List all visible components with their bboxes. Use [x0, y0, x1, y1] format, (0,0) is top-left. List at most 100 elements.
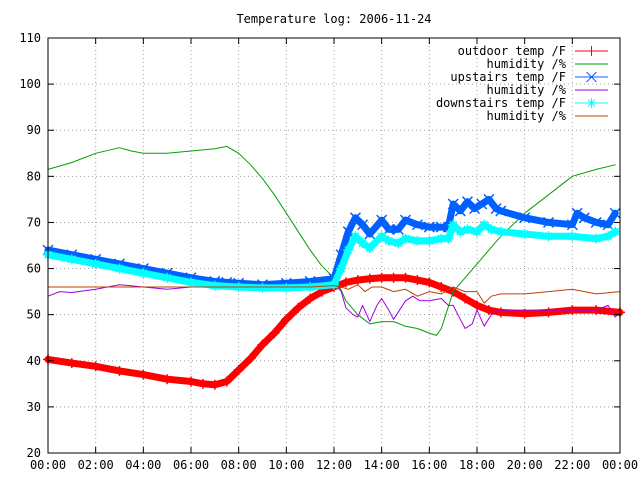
x-tick-label: 08:00	[221, 458, 257, 472]
x-tick-label: 04:00	[125, 458, 161, 472]
x-tick-label: 00:00	[30, 458, 66, 472]
x-tick-label: 20:00	[507, 458, 543, 472]
marker-x	[476, 198, 488, 210]
series-3	[42, 193, 621, 291]
marker-x	[566, 219, 578, 231]
x-tick-label: 00:00	[602, 458, 638, 472]
marker-star	[444, 234, 453, 243]
marker-x	[578, 212, 590, 224]
marker-star	[91, 259, 100, 268]
marker-star	[487, 225, 496, 234]
marker-star	[449, 220, 458, 229]
marker-x	[609, 207, 621, 219]
marker-x	[399, 214, 412, 226]
marker-x	[542, 216, 555, 228]
legend-label: downstairs temp /F	[436, 96, 566, 110]
marker-star	[377, 232, 386, 241]
marker-x	[423, 221, 435, 233]
x-tick-label: 02:00	[78, 458, 114, 472]
marker-star	[115, 264, 124, 273]
marker-star	[186, 278, 196, 287]
marker-star	[604, 232, 613, 241]
marker-star	[520, 229, 529, 239]
marker-star	[592, 234, 601, 243]
marker-x	[349, 212, 361, 224]
marker-x	[590, 216, 602, 228]
marker-x	[571, 207, 583, 219]
marker-star	[463, 225, 472, 234]
legend-label: humidity /%	[487, 109, 567, 123]
series-6	[47, 284, 621, 304]
marker-star	[282, 283, 291, 292]
marker-star	[587, 99, 596, 107]
marker-star	[496, 227, 505, 236]
series-2	[47, 145, 616, 336]
marker-star	[210, 281, 219, 290]
legend-label: upstairs temp /F	[450, 70, 566, 84]
marker-x	[392, 223, 404, 235]
chart-title: Temperature log: 2006-11-24	[236, 12, 431, 26]
marker-star	[394, 239, 403, 248]
marker-x	[469, 203, 481, 215]
marker-star	[568, 232, 577, 241]
marker-star	[365, 243, 374, 252]
x-tick-label: 14:00	[364, 458, 400, 472]
marker-x	[519, 212, 531, 224]
legend-label: humidity /%	[487, 83, 567, 97]
x-tick-label: 10:00	[268, 458, 304, 472]
marker-star	[337, 264, 346, 273]
y-tick-label: 90	[27, 123, 41, 137]
y-tick-label: 110	[19, 31, 41, 45]
y-tick-label: 50	[27, 308, 41, 322]
marker-star	[401, 234, 410, 243]
marker-x	[490, 203, 502, 215]
marker-x	[447, 198, 459, 210]
legend-label: humidity /%	[487, 57, 567, 71]
marker-x	[383, 223, 395, 235]
y-tick-label: 30	[27, 400, 41, 414]
x-tick-label: 22:00	[554, 458, 590, 472]
axis-ticks: 20 30 40 50 60 70 80 90 100 110 00:00 02:00 04:00 06:…	[19, 31, 638, 472]
marker-x	[357, 219, 369, 231]
y-tick-label: 80	[27, 169, 41, 183]
series-1	[43, 272, 625, 390]
marker-star	[413, 236, 422, 245]
marker-star	[358, 239, 367, 248]
marker-star	[139, 269, 148, 278]
marker-x	[461, 196, 473, 208]
series-5	[43, 219, 621, 293]
marker-star	[472, 227, 482, 236]
marker-x	[411, 219, 423, 231]
marker-star	[384, 236, 393, 245]
marker-x	[454, 205, 466, 217]
series-line	[47, 145, 616, 336]
marker-star	[611, 227, 620, 236]
marker-star	[425, 236, 434, 245]
marker-star	[351, 232, 360, 241]
marker-star	[480, 220, 489, 229]
series-line	[47, 284, 621, 304]
marker-x	[602, 219, 614, 231]
marker-x	[364, 228, 376, 240]
marker-x	[376, 214, 388, 226]
marker-star	[258, 283, 267, 292]
marker-star	[344, 246, 353, 255]
y-tick-label: 40	[27, 354, 41, 368]
y-tick-label: 70	[27, 215, 41, 229]
marker-star	[67, 255, 76, 264]
x-tick-label: 16:00	[411, 458, 447, 472]
y-tick-label: 100	[19, 77, 41, 91]
x-tick-label: 18:00	[459, 458, 495, 472]
marker-x	[495, 205, 507, 217]
series-line	[44, 274, 624, 389]
marker-star	[437, 234, 446, 243]
marker-x	[586, 71, 597, 83]
x-tick-label: 12:00	[316, 458, 352, 472]
marker-x	[342, 226, 354, 238]
series-layer	[42, 145, 625, 390]
y-tick-label: 20	[27, 446, 41, 460]
y-tick-label: 60	[27, 262, 41, 276]
marker-star	[329, 280, 339, 289]
